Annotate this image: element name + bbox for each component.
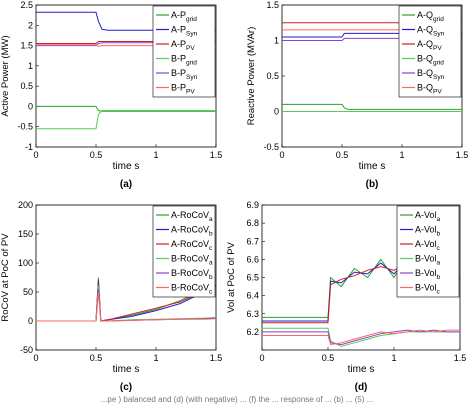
y-tick-label: 6.9 xyxy=(246,200,259,210)
x-axis-label: time s xyxy=(113,364,140,375)
y-tick-label: 0 xyxy=(28,101,33,111)
y-axis-label: Vol at PoC of PV xyxy=(226,241,237,312)
legend-entry: A-Vola xyxy=(415,210,441,223)
y-tick-label: 1 xyxy=(28,61,33,71)
y-tick-label: -1 xyxy=(25,142,33,152)
y-tick-label: -0.5 xyxy=(17,122,33,132)
x-tick-label: 1 xyxy=(399,150,404,160)
y-axis-label: Active Power (MW) xyxy=(0,35,11,116)
legend xyxy=(398,5,462,98)
x-axis-label: time s xyxy=(359,161,386,172)
panel-0: 0 0.5 1 1.5 -1 -0.5 0 0.5 1 1.5 2 2.5 time s Active P… xyxy=(0,0,222,190)
legend-entry: B-RoCoVa xyxy=(171,254,213,267)
x-tick-label: 1.5 xyxy=(456,150,469,160)
legend xyxy=(152,5,216,98)
legend-entry: B-Volc xyxy=(415,283,441,296)
x-tick-label: 0 xyxy=(279,150,284,160)
y-tick-label: 2.5 xyxy=(20,0,33,10)
legend-entry: B-RoCoVc xyxy=(171,283,213,296)
x-tick-label: 0 xyxy=(259,353,264,363)
legend-entry: A-Volc xyxy=(415,239,441,252)
legend-entry: B-Volb xyxy=(415,268,441,281)
y-tick-label: 6.6 xyxy=(246,254,259,264)
legend xyxy=(396,205,460,298)
legend-entry: A-Volb xyxy=(415,225,441,238)
y-tick-label: 50 xyxy=(23,287,33,297)
legend-entry: A-RoCoVa xyxy=(171,210,213,223)
x-axis-label: time s xyxy=(113,161,140,172)
y-tick-label: 0.5 xyxy=(20,81,33,91)
panel-label: (c) xyxy=(120,382,132,393)
panel-label: (a) xyxy=(120,179,132,190)
x-tick-label: 1.5 xyxy=(454,353,467,363)
series-line-0 xyxy=(282,103,462,110)
y-tick-label: 6.7 xyxy=(246,236,259,246)
y-tick-label: 6.5 xyxy=(246,273,259,283)
legend-entry: B-RoCoVb xyxy=(171,268,213,281)
y-tick-label: 6.2 xyxy=(246,327,259,337)
y-tick-label: 0 xyxy=(274,107,279,117)
y-tick-label: 200 xyxy=(18,200,33,210)
y-tick-label: 0.5 xyxy=(266,71,279,81)
x-tick-label: 0.5 xyxy=(322,353,335,363)
panel-3: 0 0.5 1 1.5 6.2 6.3 6.4 6.5 6.6 6.7 6.8 6.9 time s Vo… xyxy=(226,200,466,393)
x-tick-label: 1.5 xyxy=(210,353,223,363)
y-tick-label: 100 xyxy=(18,258,33,268)
x-tick-label: 0.5 xyxy=(90,150,103,160)
y-tick-label: 150 xyxy=(18,229,33,239)
series-line-5 xyxy=(262,329,460,346)
y-tick-label: 2 xyxy=(28,20,33,30)
y-tick-label: 0 xyxy=(28,316,33,326)
legend-entry: A-RoCoVc xyxy=(171,239,213,252)
y-tick-label: 1.5 xyxy=(266,0,279,10)
legend-entry: A-RoCoVb xyxy=(171,225,213,238)
series-line-3 xyxy=(36,110,216,130)
y-axis-label: Reactive Power (MVAr) xyxy=(246,27,257,126)
x-tick-label: 0 xyxy=(33,353,38,363)
y-tick-label: -50 xyxy=(20,345,33,355)
y-tick-label: 1.5 xyxy=(20,41,33,51)
figure-caption: ...pe ) balanced and (d) (with negative)… xyxy=(101,395,374,404)
x-tick-label: 1.5 xyxy=(210,150,223,160)
panel-label: (d) xyxy=(355,382,368,393)
x-tick-label: 1 xyxy=(153,150,158,160)
y-tick-label: 6.3 xyxy=(246,309,259,319)
panel-label: (b) xyxy=(366,179,379,190)
series-line-0 xyxy=(36,105,216,112)
y-tick-label: 6.4 xyxy=(246,291,259,301)
x-tick-label: 0.5 xyxy=(90,353,103,363)
x-tick-label: 1 xyxy=(391,353,396,363)
legend-entry: B-Vola xyxy=(415,254,441,267)
y-tick-label: 1 xyxy=(274,36,279,46)
x-tick-label: 0.5 xyxy=(336,150,349,160)
series-line-5 xyxy=(36,291,217,322)
x-tick-label: 1 xyxy=(153,353,158,363)
y-tick-label: -0.5 xyxy=(263,142,279,152)
legend xyxy=(152,205,216,298)
x-tick-label: 0 xyxy=(33,150,38,160)
y-axis-label: RoCoV at PoC of PV xyxy=(0,233,11,322)
y-tick-label: 6.8 xyxy=(246,218,259,228)
x-axis-label: time s xyxy=(348,364,375,375)
